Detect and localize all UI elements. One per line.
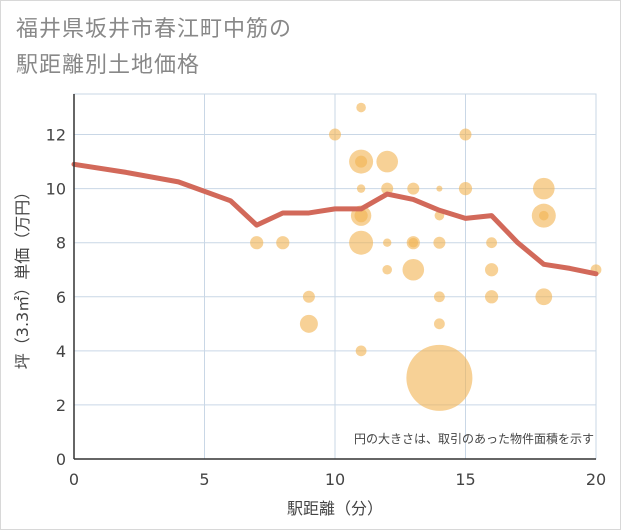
grid-lines bbox=[73, 93, 597, 460]
bubble-point bbox=[485, 290, 499, 304]
bubble-point bbox=[329, 128, 341, 141]
x-axis-label: 駅距離（分） bbox=[287, 499, 383, 518]
bubble-point bbox=[434, 291, 445, 303]
y-tick-label: 0 bbox=[56, 450, 66, 469]
bubble-point bbox=[486, 237, 497, 249]
bubble-point bbox=[433, 236, 446, 249]
y-tick-label: 2 bbox=[56, 396, 66, 415]
bubble-point bbox=[533, 177, 555, 200]
bubble-point bbox=[299, 314, 318, 333]
bubble-point bbox=[459, 128, 472, 141]
bubble-point bbox=[539, 210, 549, 221]
bubble-point bbox=[485, 263, 499, 277]
y-tick-label: 10 bbox=[46, 180, 66, 199]
bubble-point bbox=[408, 237, 419, 248]
bubble-point bbox=[354, 209, 368, 223]
bubble-point bbox=[250, 236, 264, 250]
axes bbox=[73, 94, 596, 460]
bubble-point bbox=[381, 182, 394, 195]
bubble-point bbox=[276, 236, 290, 250]
average-line-layer bbox=[71, 161, 599, 277]
y-tick-label: 4 bbox=[56, 342, 66, 361]
bubble-point bbox=[407, 182, 420, 195]
bubble-point bbox=[356, 184, 366, 193]
average-price-line bbox=[71, 161, 599, 277]
tick-labels: 0 5 10 15 20 0 2 4 6 8 10 12 bbox=[46, 126, 607, 489]
bubble-point bbox=[302, 290, 315, 303]
x-tick-label: 15 bbox=[455, 470, 475, 489]
title-line-2: 駅距離別土地価格 bbox=[16, 53, 201, 78]
y-tick-label: 12 bbox=[46, 126, 66, 145]
title-line-1: 福井県坂井市春江町中筋の bbox=[16, 17, 293, 42]
bubble-point bbox=[535, 288, 553, 306]
x-tick-label: 5 bbox=[199, 470, 209, 489]
bubble-point bbox=[382, 264, 393, 275]
y-tick-label: 6 bbox=[56, 288, 66, 307]
bubble-point bbox=[383, 238, 392, 247]
bubble-layer bbox=[250, 102, 602, 411]
bubble-point bbox=[458, 182, 473, 196]
bubble-point bbox=[436, 185, 443, 192]
y-tick-label: 8 bbox=[56, 234, 66, 253]
x-tick-label: 0 bbox=[69, 470, 79, 489]
bubble-point bbox=[355, 155, 368, 168]
size-note: 円の大きさは、取引のあった物件面積を示す bbox=[354, 431, 594, 446]
y-axis-label: 坪（3.3㎡）単価（万円） bbox=[13, 184, 32, 369]
bubble-point bbox=[434, 318, 445, 330]
bubble-point bbox=[349, 230, 374, 255]
x-tick-label: 10 bbox=[325, 470, 345, 489]
bubble-point bbox=[376, 150, 399, 173]
chart-title: 福井県坂井市春江町中筋の 駅距離別土地価格 bbox=[16, 12, 292, 84]
bubble-point bbox=[406, 344, 473, 411]
bubble-point bbox=[402, 258, 425, 281]
bubble-point bbox=[355, 345, 367, 357]
x-tick-label: 20 bbox=[586, 470, 606, 489]
bubble-point bbox=[356, 102, 366, 113]
